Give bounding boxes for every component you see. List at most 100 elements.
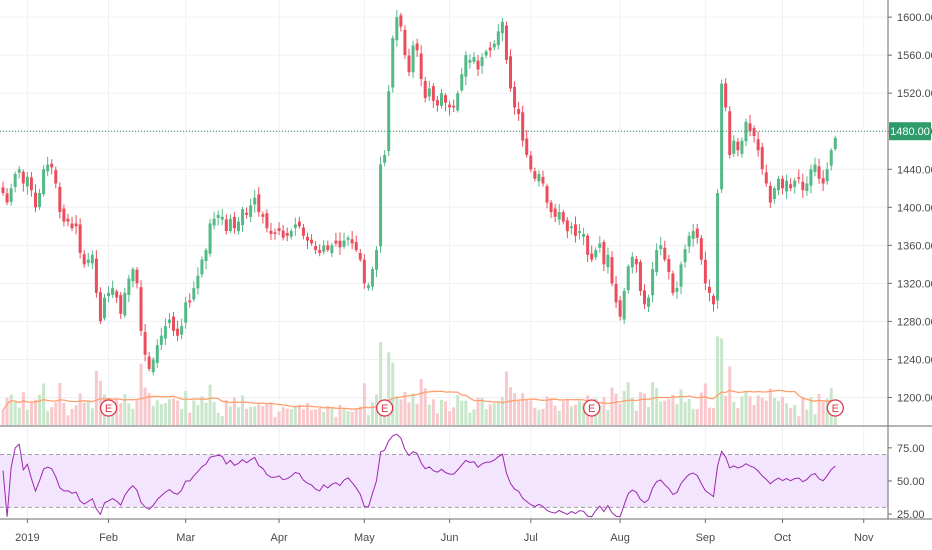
earnings-marker: [375, 399, 394, 417]
volume-bar: [768, 388, 772, 425]
time-tick-label: Mar: [176, 532, 195, 544]
candle-body: [557, 212, 561, 220]
volume-bar: [720, 338, 724, 425]
volume-bar: [33, 399, 37, 425]
volume-bar: [13, 402, 17, 425]
candle-body: [699, 238, 703, 260]
candle-body: [549, 202, 553, 213]
volume-ma-line: [2, 389, 836, 411]
candle-body: [188, 300, 192, 303]
price-tick-label: 1400.00: [897, 202, 932, 214]
candle-body: [484, 51, 488, 56]
volume-bar: [297, 404, 301, 425]
candle-body: [602, 242, 606, 265]
volume-bar: [245, 408, 249, 425]
candle-body: [817, 166, 821, 179]
volume-bar: [578, 400, 582, 425]
candle-body: [525, 138, 529, 155]
volume-bar: [395, 396, 399, 425]
volume-bar: [622, 390, 626, 425]
volume-bar: [602, 396, 606, 425]
candle-body: [176, 328, 180, 336]
candle-body: [346, 237, 350, 240]
volume-bar: [212, 401, 216, 425]
volume-bar: [606, 409, 610, 425]
candle-body: [123, 292, 127, 316]
volume-bar: [94, 370, 98, 425]
candle-body: [578, 231, 582, 233]
candle-body: [500, 21, 504, 34]
candle-body: [184, 302, 188, 323]
candle-body: [569, 226, 573, 229]
volume-bar: [525, 398, 529, 425]
volume-bar: [411, 393, 415, 425]
candle-body: [5, 193, 9, 203]
volume-bar: [452, 407, 456, 425]
candle-body: [383, 154, 387, 163]
volume-bar: [671, 395, 675, 425]
volume-bar: [269, 402, 273, 425]
volume-bar: [537, 409, 541, 425]
candle-body: [86, 259, 90, 263]
candle-body: [809, 169, 813, 186]
volume-bar: [724, 395, 728, 425]
candle-body: [29, 177, 33, 191]
volume-bar: [740, 396, 744, 425]
volume-bar: [598, 405, 602, 425]
candle-body: [703, 259, 707, 284]
candle-body: [833, 137, 837, 150]
volume-bar: [62, 403, 66, 425]
candle-body: [281, 230, 285, 238]
candle-body: [403, 29, 407, 56]
candle-body: [407, 55, 411, 73]
candle-body: [480, 57, 484, 66]
rsi-band: [0, 454, 888, 508]
volume-bar: [805, 409, 809, 425]
candle-body: [354, 242, 358, 251]
volume-bar: [651, 382, 655, 425]
volume-bar: [772, 397, 776, 425]
volume-bar: [232, 397, 236, 425]
volume-bar: [776, 400, 780, 425]
candle-body: [13, 174, 17, 188]
volume-bar: [488, 404, 492, 425]
rsi-layer: [0, 433, 888, 518]
volume-bar: [265, 403, 269, 425]
volume-bar: [228, 406, 232, 425]
candle-body: [691, 231, 695, 239]
volume-bar: [261, 406, 265, 425]
candle-body: [180, 326, 184, 335]
volume-bar: [456, 395, 460, 425]
candle-body: [200, 259, 204, 275]
candle-body: [472, 57, 476, 62]
candle-body: [448, 104, 452, 108]
candle-body: [257, 194, 261, 213]
candle-body: [107, 292, 111, 297]
candle-body: [172, 316, 176, 331]
volume-bar: [306, 403, 309, 425]
candle-body: [590, 253, 594, 260]
candle-body: [634, 258, 638, 265]
candle-body: [350, 239, 354, 244]
earnings-marker-label: E: [381, 403, 388, 415]
candle-body: [204, 250, 208, 262]
candle-body: [334, 240, 338, 244]
volume-bar: [330, 408, 334, 425]
rsi-tick-label: 25.00: [897, 509, 925, 521]
volume-bar: [521, 393, 525, 425]
candle-body: [21, 171, 25, 184]
candle-body: [504, 25, 508, 60]
volume-bar: [123, 394, 127, 425]
time-tick-label: Oct: [774, 532, 791, 544]
volume-bar: [744, 390, 748, 425]
volume-bar: [119, 402, 123, 425]
candle-body: [232, 216, 236, 229]
candle-body: [253, 197, 257, 205]
price-tick-label: 1240.00: [897, 354, 932, 366]
volume-bar: [241, 395, 245, 425]
volume-bar: [468, 412, 472, 425]
volume-bar: [785, 403, 789, 425]
volume-bar: [192, 400, 196, 425]
